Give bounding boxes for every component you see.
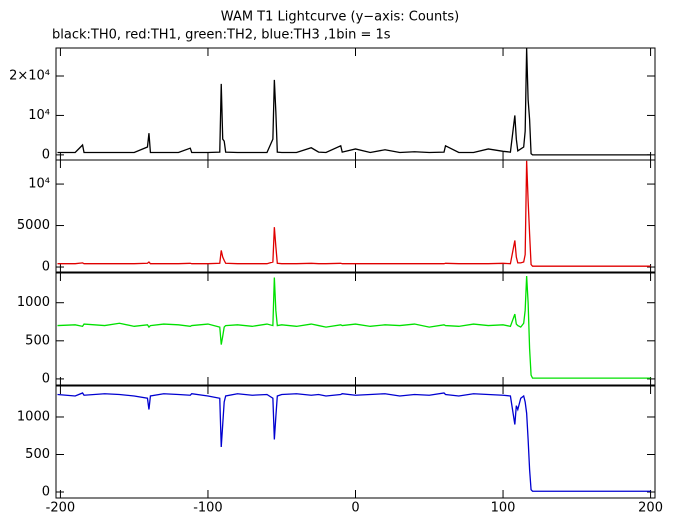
series-line — [57, 160, 651, 267]
y-tick-label: 10⁴ — [28, 177, 50, 192]
y-tick-label: 0 — [42, 260, 50, 275]
x-tick-label: -200 — [46, 501, 76, 515]
chart-subtitle: black:TH0, red:TH1, green:TH2, blue:TH3 … — [52, 28, 391, 43]
panel-frame — [55, 159, 656, 273]
series-line — [57, 392, 651, 492]
series-line — [57, 48, 651, 156]
panel-frame — [55, 385, 656, 499]
panel-frame — [55, 47, 656, 161]
y-tick-label: 500 — [25, 333, 50, 348]
y-tick-label: 5000 — [17, 218, 50, 233]
panel-frame — [55, 272, 656, 386]
x-tick-label: 0 — [351, 501, 359, 515]
x-tick-label: 200 — [638, 501, 663, 515]
y-tick-label: 0 — [42, 147, 50, 162]
y-tick-label: 0 — [42, 371, 50, 386]
series-line — [57, 276, 651, 379]
y-tick-label: 1000 — [17, 295, 50, 310]
y-tick-label: 2×10⁴ — [9, 69, 50, 84]
y-tick-label: 1000 — [17, 409, 50, 424]
y-tick-label: 10⁴ — [28, 108, 50, 123]
x-tick-label: 100 — [491, 501, 516, 515]
x-tick-label: -100 — [193, 501, 223, 515]
chart-title: WAM T1 Lightcurve (y−axis: Counts) — [221, 10, 459, 25]
y-tick-label: 0 — [42, 484, 50, 499]
y-tick-label: 500 — [25, 447, 50, 462]
